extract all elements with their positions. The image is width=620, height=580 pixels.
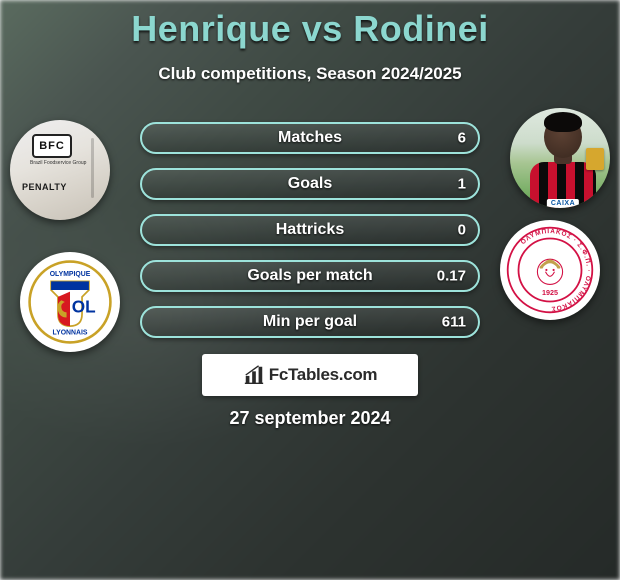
comparison-subtitle: Club competitions, Season 2024/2025 xyxy=(0,64,620,84)
ol-text-bottom: LYONNAIS xyxy=(53,330,88,337)
stat-row: Goals 1 xyxy=(140,168,480,200)
player-right-avatar: CAIXA xyxy=(510,108,610,208)
player-hair xyxy=(544,112,582,132)
stat-row: Goals per match 0.17 xyxy=(140,260,480,292)
bfc-subtext: Brazil Foodservice Group xyxy=(30,160,86,166)
stat-value: 0.17 xyxy=(437,268,466,285)
jersey-sponsor: CAIXA xyxy=(547,199,579,208)
stat-value: 0 xyxy=(458,222,466,239)
stats-list: Matches 6 Goals 1 Hattricks 0 Goals per … xyxy=(140,122,480,352)
jersey-seam xyxy=(91,138,94,198)
penalty-wordmark: PENALTY xyxy=(22,182,67,192)
stat-label: Min per goal xyxy=(142,313,478,331)
oly-laurel-head-icon xyxy=(537,259,562,284)
club-right-badge: ΟΛΥΜΠΙΑΚΟΣ · Σ.Φ.Π. · ΟΛΥΜΠΙΑΚΟΣ 1925 xyxy=(500,220,600,320)
bfc-tag: BFC xyxy=(32,134,72,158)
stat-row: Hattricks 0 xyxy=(140,214,480,246)
bar-chart-icon xyxy=(243,364,265,386)
olympique-lyonnais-crest: OLYMPIQUE LYONNAIS OL xyxy=(20,252,120,352)
stat-label: Goals per match xyxy=(142,267,478,285)
stat-label: Hattricks xyxy=(142,221,478,239)
stat-row: Matches 6 xyxy=(140,122,480,154)
stat-value: 6 xyxy=(458,130,466,147)
stat-value: 1 xyxy=(458,176,466,193)
fctables-text: FcTables.com xyxy=(269,365,378,385)
ol-text-top: OLYMPIQUE xyxy=(50,271,91,278)
stat-value: 611 xyxy=(442,314,466,331)
olympiacos-crest: ΟΛΥΜΠΙΑΚΟΣ · Σ.Φ.Π. · ΟΛΥΜΠΙΑΚΟΣ 1925 xyxy=(500,220,600,320)
player-left-avatar: BFC Brazil Foodservice Group PENALTY xyxy=(10,120,110,220)
stat-label: Goals xyxy=(142,175,478,193)
stat-label: Matches xyxy=(142,129,478,147)
content: Henrique vs Rodinei Club competitions, S… xyxy=(0,0,620,580)
stat-row: Min per goal 611 xyxy=(140,306,480,338)
oly-year: 1925 xyxy=(542,288,558,297)
award-card xyxy=(586,148,604,170)
comparison-title: Henrique vs Rodinei xyxy=(0,8,620,50)
comparison-date: 27 september 2024 xyxy=(0,408,620,429)
club-left-badge: OLYMPIQUE LYONNAIS OL xyxy=(20,252,120,352)
ol-initials: OL xyxy=(72,296,96,316)
fctables-badge[interactable]: FcTables.com xyxy=(202,354,418,396)
